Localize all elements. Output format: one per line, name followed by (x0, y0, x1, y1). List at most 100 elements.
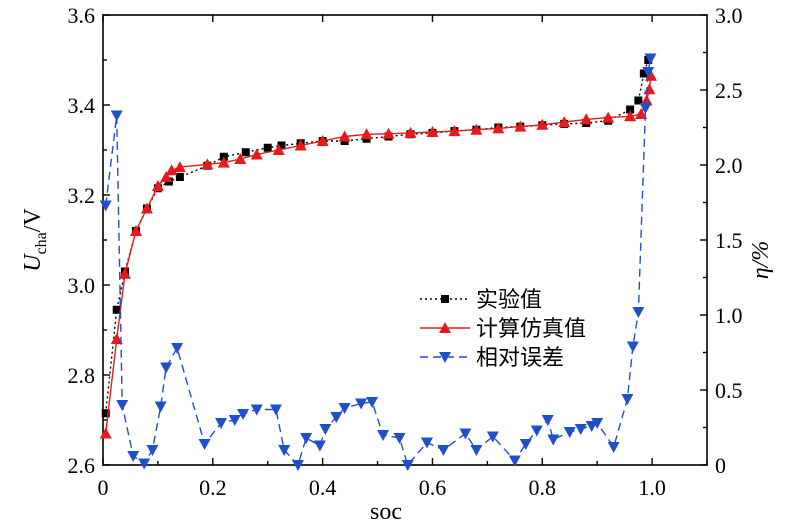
data-point (635, 108, 648, 119)
series-line (105, 75, 652, 434)
data-point (250, 148, 263, 160)
data-point (602, 111, 615, 123)
data-point (241, 148, 250, 157)
y-tick-label-right: 2.5 (715, 78, 743, 103)
data-point (448, 125, 461, 137)
data-point (634, 96, 643, 105)
data-point (263, 143, 272, 152)
data-point (160, 362, 173, 374)
x-tick-label: 0.8 (529, 475, 557, 500)
data-point (171, 343, 184, 354)
legend-label: 相对误差 (476, 346, 564, 371)
data-point (547, 434, 560, 446)
y-axis-title-right: η/% (748, 241, 774, 280)
data-point (607, 442, 620, 453)
data-point (272, 144, 285, 155)
data-point (118, 267, 131, 279)
data-point (127, 451, 140, 462)
data-point (140, 202, 153, 214)
series-1 (101, 56, 653, 418)
y-axis-title-left: Ucha/V (20, 208, 50, 272)
data-point (536, 118, 549, 130)
data-point (99, 200, 112, 212)
data-point (228, 415, 241, 426)
data-point (165, 164, 178, 176)
data-point (291, 460, 304, 471)
data-point (99, 427, 112, 439)
y-axis-title-main: U (20, 253, 46, 272)
data-point (110, 110, 123, 122)
data-point (470, 123, 483, 135)
data-point (316, 135, 329, 146)
data-point (626, 105, 635, 114)
data-point (426, 126, 439, 137)
data-point (541, 415, 554, 426)
data-point (632, 307, 645, 318)
axis-titles: soc Ucha/V η/% (20, 208, 774, 525)
data-point (201, 158, 214, 170)
y-tick-label-left: 3.2 (68, 183, 96, 208)
series-layer (99, 53, 657, 471)
data-point (237, 409, 250, 420)
data-point (401, 460, 414, 471)
data-point (300, 433, 313, 444)
y-tick-label-right: 1.5 (715, 228, 743, 253)
data-point (110, 333, 123, 344)
y-axis-title-sub: cha (33, 232, 50, 254)
data-point (580, 113, 593, 125)
data-point (642, 67, 655, 78)
y-tick-label-left: 3.0 (68, 273, 96, 298)
data-point (277, 141, 286, 150)
data-point (639, 69, 648, 78)
data-point (154, 401, 167, 413)
y-tick-label-right: 1.0 (715, 303, 743, 328)
data-point (643, 83, 656, 95)
data-point (151, 180, 164, 191)
legend-marker (439, 322, 451, 333)
data-point (116, 400, 129, 411)
y-tick-label-right: 0 (715, 453, 726, 478)
x-tick-label: 1.0 (638, 475, 666, 500)
data-point (217, 156, 230, 168)
legend-label: 实验值 (476, 288, 542, 313)
data-point (330, 412, 343, 423)
data-point (626, 341, 639, 353)
legend-label: 计算仿真值 (476, 317, 586, 342)
y-tick-label-right: 2.0 (715, 153, 743, 178)
data-point (250, 404, 263, 416)
data-point (486, 431, 499, 443)
data-point (574, 424, 587, 435)
y-axis-title-unit: /V (20, 208, 46, 233)
data-point (338, 130, 351, 142)
data-point (591, 418, 604, 429)
data-point (377, 430, 390, 441)
data-point (138, 458, 151, 470)
data-point (382, 127, 395, 139)
data-point (360, 128, 373, 140)
data-point (639, 103, 652, 114)
data-point (508, 455, 521, 467)
data-point (146, 445, 159, 456)
data-point (313, 440, 326, 452)
legend-marker (441, 295, 449, 303)
data-point (173, 161, 186, 173)
y-tick-label-right: 0.5 (715, 378, 743, 403)
legend-marker (439, 352, 451, 363)
x-tick-label: 0.6 (419, 475, 447, 500)
data-point (459, 428, 472, 440)
y-tick-label-right: 3.0 (715, 3, 743, 28)
x-tick-label: 0.4 (309, 475, 337, 500)
axes: 0 0.2 0.4 0.6 0.8 1.0 2.6 2.8 3.0 3.2 3.4 3.6 0 0.5 1.… (68, 3, 743, 500)
y-tick-label-left: 3.6 (68, 3, 96, 28)
data-point (112, 305, 121, 314)
data-point (234, 153, 247, 164)
data-point (366, 397, 379, 408)
series-line (105, 58, 652, 467)
data-point (101, 409, 110, 418)
data-point (624, 110, 637, 122)
x-axis-title: soc (370, 499, 402, 525)
series-3 (99, 53, 657, 471)
data-point (129, 225, 142, 236)
